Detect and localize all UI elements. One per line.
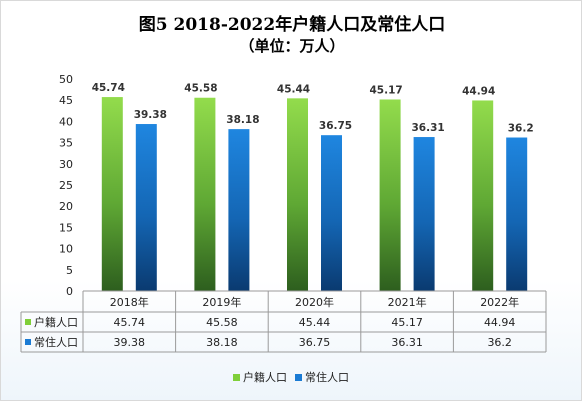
y-tick-label: 30 <box>59 158 73 171</box>
table-legend-swatch <box>25 339 31 345</box>
x-tick-label: 2021年 <box>388 295 427 309</box>
x-tick-label: 2019年 <box>202 295 241 309</box>
table-series-name: 常住人口 <box>34 335 78 349</box>
y-tick-label: 35 <box>59 137 73 150</box>
y-tick-label: 25 <box>59 179 73 192</box>
bar <box>194 97 216 291</box>
data-label: 39.38 <box>134 109 167 121</box>
y-tick-label: 0 <box>66 285 73 298</box>
y-tick-label: 40 <box>59 115 73 128</box>
bar <box>287 98 308 291</box>
y-tick-label: 10 <box>59 243 73 256</box>
x-tick-label: 2020年 <box>295 295 334 309</box>
data-label: 45.17 <box>369 84 402 96</box>
table-cell: 36.75 <box>299 336 331 349</box>
x-tick-label: 2022年 <box>480 295 519 309</box>
table-cell: 45.74 <box>114 316 146 329</box>
table-cell: 38.18 <box>206 336 238 349</box>
table-cell: 44.94 <box>484 316 516 329</box>
bar <box>379 99 401 291</box>
legend-swatch <box>233 374 240 381</box>
bar <box>413 137 435 291</box>
bar <box>228 129 250 291</box>
x-tick-label: 2018年 <box>110 295 149 309</box>
table-cell: 45.58 <box>206 316 238 329</box>
data-label: 38.18 <box>226 114 259 126</box>
table-cell: 45.44 <box>299 316 331 329</box>
y-tick-label: 15 <box>59 221 73 234</box>
bar <box>321 135 342 291</box>
y-tick-label: 20 <box>59 200 73 213</box>
table-cell: 39.38 <box>114 336 146 349</box>
legend-swatch <box>295 374 302 381</box>
data-label: 36.75 <box>319 120 352 132</box>
y-tick-label: 5 <box>66 264 73 277</box>
table-series-name: 户籍人口 <box>34 315 78 329</box>
chart-subtitle: （单位：万人） <box>239 37 345 55</box>
bar <box>101 97 123 291</box>
table-cell: 36.2 <box>487 336 512 349</box>
table-legend-swatch <box>25 319 31 325</box>
legend-label: 户籍人口 <box>243 370 287 384</box>
table-cell: 36.31 <box>391 336 423 349</box>
bar <box>506 137 528 291</box>
y-tick-label: 45 <box>59 94 73 107</box>
data-label: 45.44 <box>277 83 310 95</box>
y-tick-label: 50 <box>59 73 73 86</box>
bar <box>472 100 494 291</box>
chart-title: 图5 2018-2022年户籍人口及常住人口 <box>138 15 446 35</box>
data-label: 36.2 <box>508 123 534 135</box>
table-cell: 45.17 <box>391 316 423 329</box>
legend-label: 常住人口 <box>305 370 349 384</box>
data-label: 45.58 <box>184 83 217 95</box>
bar <box>135 124 157 291</box>
data-label: 44.94 <box>462 85 495 97</box>
data-label: 36.31 <box>411 122 444 134</box>
data-label: 45.74 <box>92 82 125 94</box>
